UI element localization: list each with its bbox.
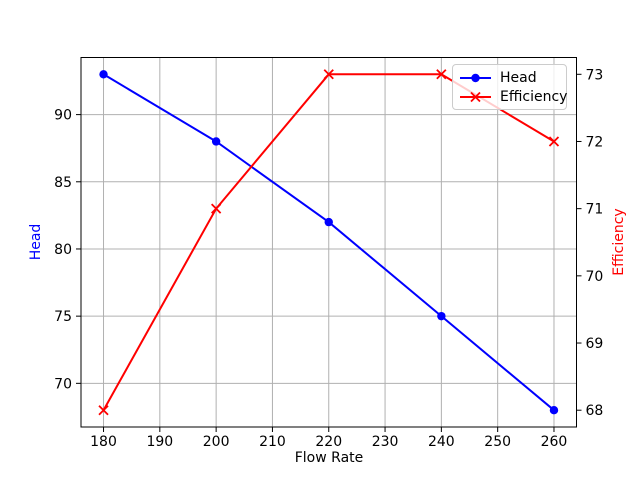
x-axis-label: Flow Rate (294, 450, 364, 466)
head-marker (324, 217, 333, 227)
efficiency-marker (548, 136, 560, 147)
x-marker-icon (470, 91, 481, 102)
x-tick-label: 250 (484, 434, 511, 450)
x-tick-label: 190 (146, 434, 173, 450)
y-tick-right-label: 73 (586, 67, 604, 83)
efficiency-marker (98, 405, 109, 416)
y-tick-left-label: 90 (54, 108, 72, 124)
x-tick-label: 200 (203, 434, 230, 450)
y-tick-right-label: 72 (586, 134, 604, 150)
head-marker (549, 406, 559, 415)
y-tick-right-label: 70 (586, 269, 604, 285)
y-tick-right-label: 68 (586, 403, 604, 419)
legend: Head Efficiency (452, 64, 567, 110)
efficiency-marker (436, 69, 447, 80)
y-tick-left-label: 85 (54, 175, 72, 191)
y-tick-right-label: 71 (586, 202, 604, 218)
legend-swatch-efficiency (460, 91, 491, 102)
legend-item-efficiency: Efficiency (459, 87, 567, 106)
efficiency-marker (323, 69, 334, 80)
legend-item-head: Head (459, 68, 560, 87)
legend-label-efficiency: Efficiency (500, 88, 568, 105)
y-tick-right-label: 69 (586, 336, 604, 352)
x-tick-label: 180 (90, 434, 117, 450)
x-tick-label: 210 (259, 434, 286, 450)
legend-label-head: Head (500, 69, 537, 86)
head-marker (99, 70, 108, 79)
x-tick-label: 230 (372, 434, 399, 450)
x-tick-label: 220 (315, 434, 342, 450)
y-axis-label-left: Head (28, 223, 44, 261)
y-tick-left-label: 75 (54, 309, 72, 325)
head-marker (437, 311, 446, 321)
efficiency-marker (210, 203, 222, 214)
y-axis-label-right: Efficiency (611, 208, 627, 276)
x-tick-label: 240 (428, 434, 455, 450)
x-tick-label: 260 (541, 434, 568, 450)
y-tick-left-label: 80 (54, 242, 72, 258)
y-tick-left-label: 70 (54, 376, 72, 392)
circle-marker-icon (471, 73, 480, 82)
legend-swatch-head (460, 73, 491, 82)
head-marker (211, 137, 221, 146)
